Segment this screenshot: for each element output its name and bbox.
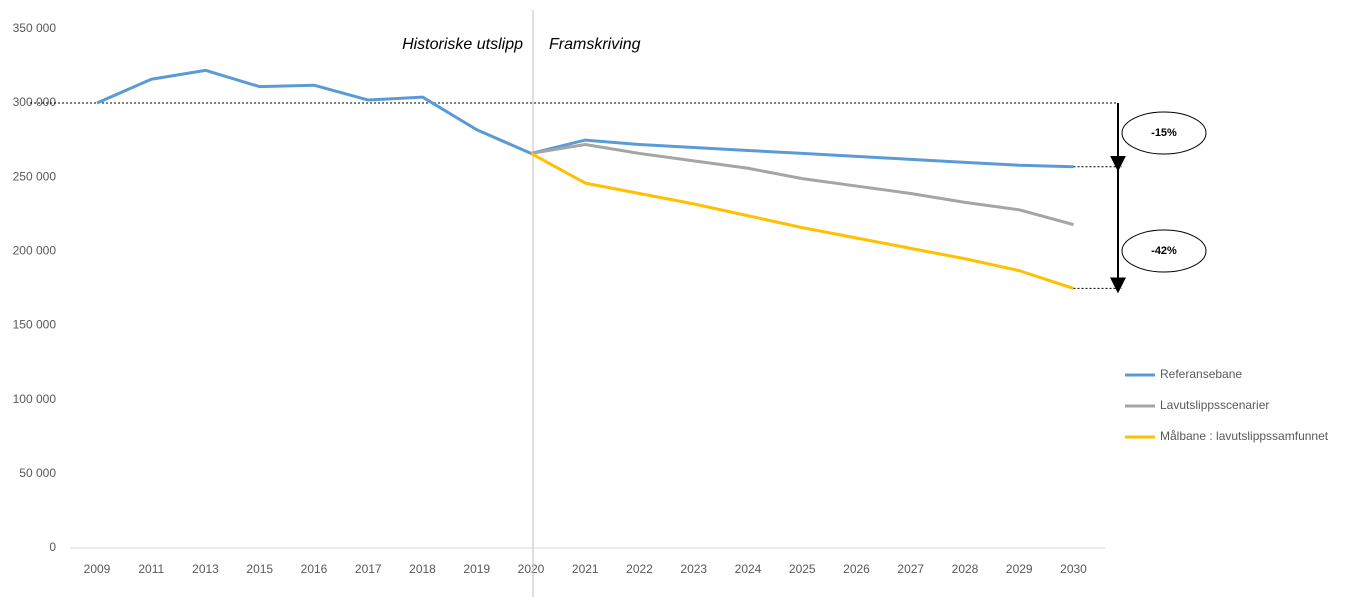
- callout-label: -42%: [1151, 245, 1177, 257]
- x-tick-label: 2020: [518, 562, 545, 576]
- x-tick-label: 2019: [463, 562, 490, 576]
- x-tick-label: 2011: [138, 562, 164, 576]
- y-tick-label: 350 000: [13, 21, 57, 35]
- x-tick-label: 2013: [192, 562, 219, 576]
- series-line: [96, 68, 1074, 169]
- annotation: Framskriving: [549, 36, 641, 53]
- x-tick-label: 2022: [626, 562, 653, 576]
- legend-label: Referansebane: [1160, 367, 1242, 381]
- callout-label: -15%: [1151, 127, 1177, 139]
- x-tick-label: 2018: [409, 562, 436, 576]
- series-line: [530, 143, 1074, 227]
- x-tick-label: 2030: [1060, 562, 1087, 576]
- x-tick-label: 2015: [246, 562, 273, 576]
- legend-label: Målbane : lavutslippssamfunnet: [1160, 429, 1329, 443]
- y-tick-label: 250 000: [13, 169, 57, 183]
- y-tick-label: 150 000: [13, 318, 57, 332]
- x-tick-label: 2016: [301, 562, 328, 576]
- y-tick-label: 50 000: [19, 466, 56, 480]
- x-tick-label: 2026: [843, 562, 870, 576]
- y-tick-label: 100 000: [13, 392, 57, 406]
- x-tick-label: 2017: [355, 562, 382, 576]
- x-tick-label: 2027: [897, 562, 924, 576]
- x-tick-label: 2009: [84, 562, 111, 576]
- x-tick-label: 2024: [735, 562, 762, 576]
- callout: [1121, 229, 1207, 273]
- y-tick-label: 0: [49, 540, 56, 554]
- x-tick-label: 2029: [1006, 562, 1033, 576]
- x-tick-label: 2021: [572, 562, 599, 576]
- x-tick-label: 2025: [789, 562, 816, 576]
- series-line: [530, 152, 1074, 290]
- x-tick-label: 2023: [680, 562, 707, 576]
- annotation: Historiske utslipp: [402, 36, 523, 53]
- x-tick-label: 2028: [952, 562, 979, 576]
- legend-label: Lavutslippsscenarier: [1160, 398, 1269, 412]
- callout: [1121, 111, 1207, 155]
- y-tick-label: 200 000: [13, 244, 57, 258]
- y-tick-label: 300 000: [13, 95, 57, 109]
